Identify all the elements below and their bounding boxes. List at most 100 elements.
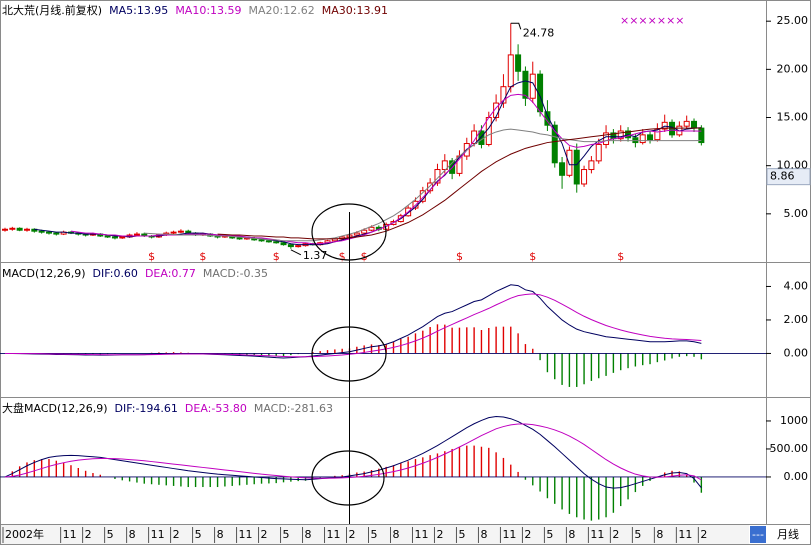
candle-body [595, 143, 602, 162]
candle-body [38, 230, 45, 233]
date-bar [1, 525, 749, 544]
legend-text: DIF:0.60 [93, 267, 138, 280]
x-tick-label: 2 [261, 528, 268, 541]
x-tick-label: 5 [634, 528, 641, 541]
candle-body [9, 227, 16, 230]
ma-line [144, 128, 702, 242]
x-tick-label: 2002年 [5, 527, 44, 541]
legend-text: DEA:-53.80 [185, 402, 247, 415]
x-tick-label: 2 [349, 528, 356, 541]
candle-body [104, 235, 111, 238]
legend-text: MACD:-281.63 [254, 402, 333, 415]
y-tick-label: 0.00 [784, 470, 809, 483]
cursor-value: 8.86 [770, 170, 795, 183]
x-tick-label: 11 [502, 528, 516, 541]
legend-text: MACD(12,26,9) [2, 267, 86, 280]
legend-text: 北大荒(月线.前复权) [2, 3, 102, 17]
candle-body [177, 230, 184, 233]
dividend-marker: $ [529, 250, 536, 263]
highlight-ellipse [311, 450, 385, 506]
max-pointer [510, 22, 522, 30]
highlight-ellipse [311, 326, 387, 382]
x-tick-label: 11 [63, 528, 77, 541]
x-tick-label: 8 [656, 528, 663, 541]
candle-body [265, 240, 272, 243]
candle-body [280, 242, 287, 246]
legend-text: MACD:-0.35 [203, 267, 268, 280]
x-tick-label: 2 [85, 528, 92, 541]
candle-body [647, 134, 654, 141]
scroll-button-text[interactable]: --- [752, 528, 764, 541]
candle-body [588, 160, 595, 171]
x-tick-label: 11 [414, 528, 428, 541]
dividend-marker: $ [361, 250, 368, 263]
candle-body [566, 149, 573, 176]
x-tick-label: 8 [305, 528, 312, 541]
candle-body [573, 149, 580, 185]
dividend-marker: $ [273, 250, 280, 263]
x-tick-label: 8 [568, 528, 575, 541]
x-tick-label: 8 [480, 528, 487, 541]
candle-body [133, 233, 140, 236]
y-tick-label: 10.00 [777, 159, 809, 172]
candle-body [500, 86, 507, 104]
candle-body [441, 160, 448, 171]
candle-body [691, 120, 698, 129]
dividend-marker: $ [617, 250, 624, 263]
candle-body [485, 117, 492, 145]
x-tick-label: 11 [678, 528, 692, 541]
x-tick-label: 11 [590, 528, 604, 541]
x-tick-label: 5 [195, 528, 202, 541]
candle-body [111, 236, 118, 239]
candle-body [45, 231, 52, 234]
max-label: 24.78 [523, 26, 555, 39]
x-tick-label: 8 [392, 528, 399, 541]
y-tick-label: 25.00 [777, 14, 809, 27]
y-tick-label: 15.00 [777, 111, 809, 124]
candle-body [53, 232, 60, 235]
y-tick-label: 4.00 [784, 279, 809, 292]
x-tick-label: 11 [151, 528, 165, 541]
candle-body [236, 237, 243, 240]
x-tick-label: 5 [458, 528, 465, 541]
candle-body [353, 232, 360, 236]
x-tick-label: 2 [612, 528, 619, 541]
y-tick-label: 5.00 [784, 207, 809, 220]
candle-body [295, 245, 302, 248]
scroll-button[interactable] [750, 526, 766, 543]
ma-line [217, 127, 702, 240]
x-tick-label: 5 [283, 528, 290, 541]
dividend-marker: $ [199, 250, 206, 263]
candle-body [617, 130, 624, 140]
x-tick-label: 2 [700, 528, 707, 541]
candle-body [507, 54, 514, 88]
candle-body [368, 226, 375, 231]
min-label: 1.37 [303, 249, 328, 262]
macd-line [4, 415, 702, 489]
dividend-marker: $ [339, 250, 346, 263]
period-label[interactable]: 月线 [777, 527, 799, 541]
y-tick-label: 1000 [780, 414, 808, 427]
candle-body [287, 244, 294, 248]
candle-body [522, 70, 529, 99]
legend-text: MA20:12.62 [249, 4, 315, 17]
macd-line [4, 423, 702, 481]
candle-body [478, 130, 485, 145]
dividend-marker: $ [148, 250, 155, 263]
y-tick-label: 2.00 [784, 313, 809, 326]
marks: 24.78 1.37 $ $ $ $ $ $ $ $ ××××××× 8.86 5.00 10.00 15.… [0, 3, 811, 543]
x-tick-label: 2 [173, 528, 180, 541]
candle-body [529, 73, 536, 99]
macd-line [5, 293, 702, 358]
candle-body [603, 132, 610, 145]
cursor-value-box [766, 168, 811, 186]
x-tick-label: 2 [524, 528, 531, 541]
signal-marks: ××××××× [620, 14, 685, 27]
candle-body [23, 228, 30, 231]
y-tick-label: 500.00 [770, 442, 809, 455]
min-pointer [290, 249, 302, 256]
candle-body [683, 120, 690, 127]
legend-text: MA30:13.91 [322, 4, 388, 17]
candle-body [119, 236, 126, 239]
